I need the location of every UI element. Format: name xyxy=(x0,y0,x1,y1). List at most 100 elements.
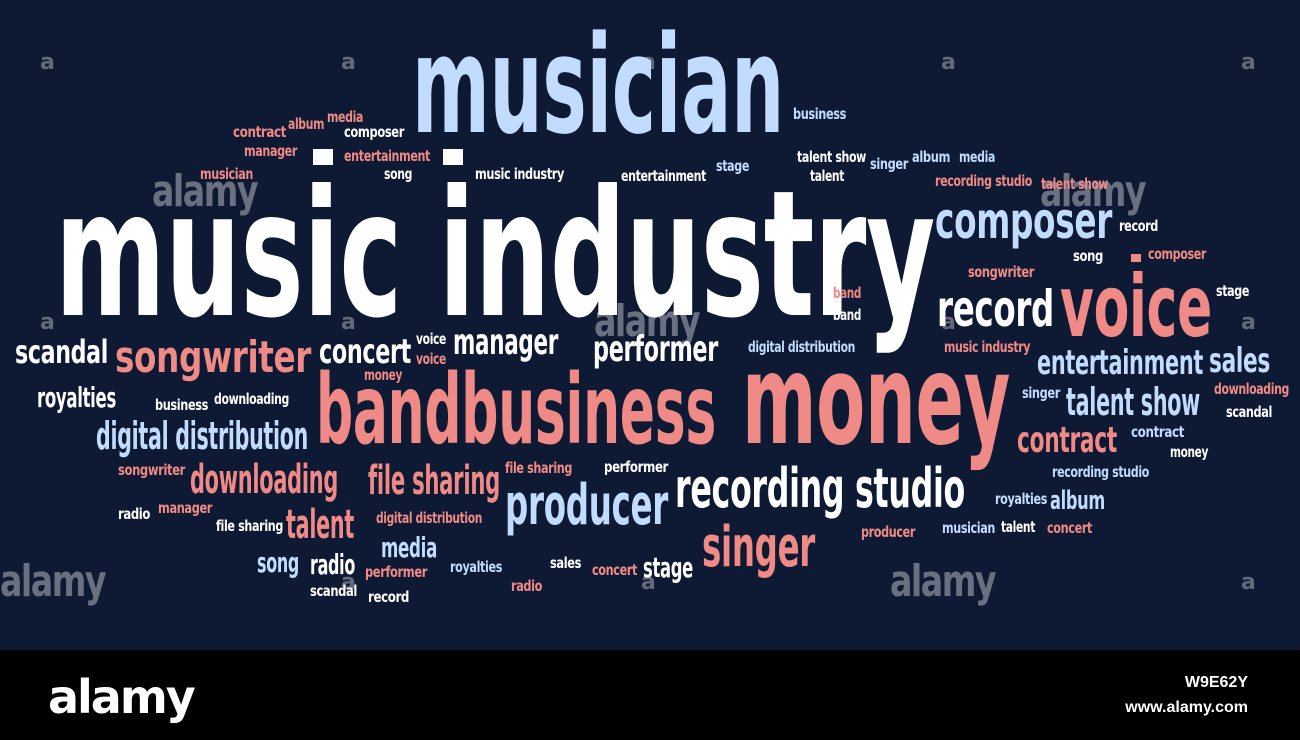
footer-logo: alamy xyxy=(48,670,196,724)
cloud-word: entertainment xyxy=(621,167,706,185)
cloud-word: downloading xyxy=(1214,380,1290,398)
cloud-word: performer xyxy=(604,458,669,476)
watermark-letter: a xyxy=(641,50,656,75)
cloud-word: entertainment xyxy=(1037,343,1204,383)
decorative-square xyxy=(313,149,333,165)
watermark-letter: a xyxy=(341,50,356,75)
cloud-word: song xyxy=(384,165,412,183)
cloud-word: talent show xyxy=(1066,380,1200,424)
cloud-word: voice xyxy=(416,350,447,368)
cloud-word: producer xyxy=(505,473,668,538)
cloud-word: song xyxy=(1073,247,1104,265)
word-cloud: a a a a a a a a a a a a alamy alamy alam… xyxy=(0,7,1290,607)
cloud-word: performer xyxy=(365,563,428,581)
cloud-word: contract xyxy=(1131,423,1184,441)
cloud-word: composer xyxy=(1148,245,1206,263)
watermark-logo: alamy xyxy=(152,166,259,217)
cloud-word: digital distribution xyxy=(748,338,856,356)
cloud-word: talent show xyxy=(797,148,866,166)
cloud-word: talent xyxy=(1001,518,1036,536)
cloud-word: singer xyxy=(1022,384,1061,402)
cloud-word: talent xyxy=(810,167,845,185)
cloud-word: media xyxy=(381,531,438,564)
cloud-word: song xyxy=(257,546,299,579)
cloud-word: talent show xyxy=(1041,175,1108,193)
watermark-letter: a xyxy=(341,570,356,595)
cloud-word: talent xyxy=(286,502,355,548)
watermark-letter: a xyxy=(941,50,956,75)
watermark-letter: a xyxy=(941,310,956,335)
watermark-letter: a xyxy=(1241,50,1256,75)
cloud-word: band xyxy=(833,284,861,302)
cloud-word: album xyxy=(1050,486,1106,516)
watermark-letter: a xyxy=(641,570,656,595)
cloud-word: scandal xyxy=(1226,403,1273,421)
cloud-word: media xyxy=(327,108,363,126)
cloud-word: scandal xyxy=(15,333,109,371)
cloud-word: music industry xyxy=(475,165,564,183)
cloud-word: contract xyxy=(1017,420,1118,461)
cloud-word: concert xyxy=(319,332,411,372)
watermark-letter: a xyxy=(1241,570,1256,595)
watermark-logo: alamy xyxy=(0,556,107,607)
cloud-word: scandal xyxy=(310,582,357,600)
cloud-word: radio xyxy=(118,505,150,523)
cloud-word: album xyxy=(288,115,324,133)
cloud-word: music industry xyxy=(55,154,935,357)
watermark-logo: alamy xyxy=(594,296,701,347)
cloud-word: stage xyxy=(643,551,693,584)
cloud-word: concert xyxy=(592,561,637,579)
cloud-word: record xyxy=(1119,217,1159,235)
cloud-word: file sharing xyxy=(216,517,284,535)
cloud-word: money xyxy=(364,366,403,384)
cloud-word: musician xyxy=(200,165,254,183)
cloud-word: media xyxy=(959,148,995,166)
cloud-word: business xyxy=(155,396,209,414)
cloud-word: songwriter xyxy=(115,332,311,383)
cloud-word: royalties xyxy=(450,558,503,576)
cloud-word: royalties xyxy=(37,381,116,414)
cloud-word: business xyxy=(793,105,847,123)
cloud-word: performer xyxy=(593,329,718,370)
cloud-word: record xyxy=(937,280,1054,338)
cloud-word: musician xyxy=(412,7,784,164)
cloud-word: digital distribution xyxy=(96,414,308,458)
cloud-word: musician xyxy=(942,519,996,537)
cloud-word: money xyxy=(1170,443,1209,461)
cloud-word: band xyxy=(833,306,861,324)
cloud-word: songwriter xyxy=(968,263,1035,281)
cloud-word: voice xyxy=(416,330,447,348)
cloud-word: file sharing xyxy=(368,458,500,504)
cloud-word: bandbusiness xyxy=(316,354,717,466)
cloud-word: digital distribution xyxy=(376,509,483,527)
cloud-word: singer xyxy=(870,155,909,173)
cloud-word: stage xyxy=(716,157,749,175)
cloud-word: music industry xyxy=(944,338,1030,356)
cloud-word: composer xyxy=(344,123,405,141)
image-id: W9E62Y xyxy=(1184,674,1248,691)
cloud-word: royalties xyxy=(995,490,1048,508)
watermark-letter: a xyxy=(341,310,356,335)
cloud-word: record xyxy=(368,588,410,606)
cloud-word: sales xyxy=(1209,341,1270,381)
cloud-word: contract xyxy=(233,123,286,141)
footer-bar: alamy W9E62Y www.alamy.com xyxy=(0,650,1300,740)
watermark-logo: alamy xyxy=(890,556,997,607)
cloud-word: sales xyxy=(550,554,582,572)
watermark-letter: a xyxy=(40,310,55,335)
watermark-letter: a xyxy=(40,50,55,75)
cloud-word: radio xyxy=(511,577,543,595)
cloud-word: manager xyxy=(158,499,213,517)
cloud-word: downloading xyxy=(214,390,290,408)
cloud-word: composer xyxy=(935,192,1113,250)
cloud-word: recording studio xyxy=(1052,463,1150,481)
cloud-word: money xyxy=(742,328,1011,473)
cloud-word: downloading xyxy=(190,457,338,503)
site-url: www.alamy.com xyxy=(1125,699,1248,716)
watermark-letter: a xyxy=(1241,310,1256,335)
cloud-word: entertainment xyxy=(344,147,431,165)
cloud-word: producer xyxy=(861,523,916,541)
cloud-word: radio xyxy=(310,548,355,581)
cloud-word: recording studio xyxy=(935,172,1033,190)
cloud-word: stage xyxy=(1216,282,1249,300)
